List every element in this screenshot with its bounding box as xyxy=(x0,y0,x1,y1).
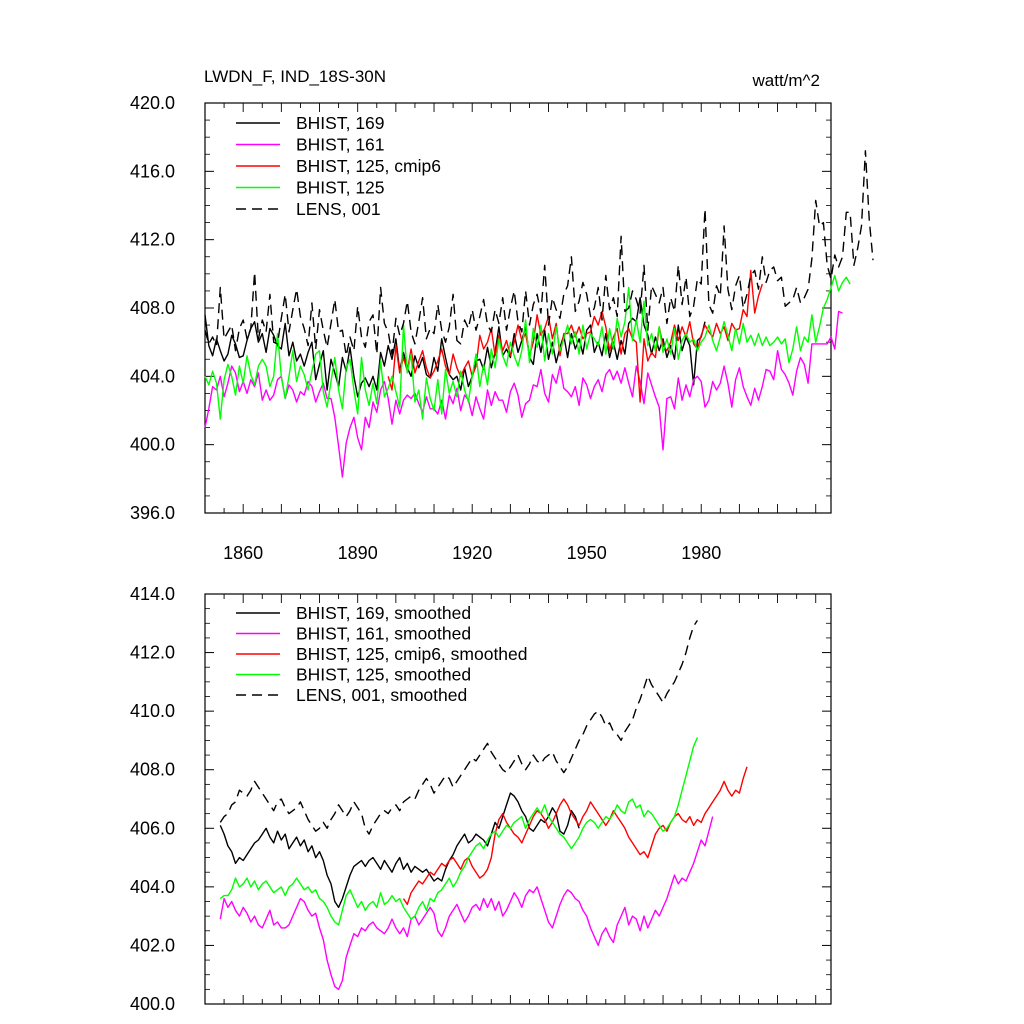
top-series-line-5 xyxy=(204,150,874,357)
top-legend-label: LENS, 001 xyxy=(296,199,381,219)
top-chart-panel: 396.0 400.0 404.0 408.0 412.0 416.0 420.0 1860 1… xyxy=(130,93,874,563)
bottom-series-line-2 xyxy=(219,816,714,991)
top-ytick-label: 400.0 xyxy=(130,435,175,455)
top-ytick-label: 416.0 xyxy=(130,161,175,181)
bottom-legend-label: BHIST, 169, smoothed xyxy=(296,603,471,623)
bottom-series-line-3 xyxy=(402,766,748,906)
top-series-line-2 xyxy=(204,310,843,478)
bottom-series-line-5 xyxy=(219,620,698,835)
bottom-legend-label: BHIST, 125, smoothed xyxy=(296,665,471,685)
top-chart-title: LWDN_F, IND_18S-30N xyxy=(204,67,386,86)
top-xtick-label: 1890 xyxy=(338,543,378,563)
bottom-series-line-4 xyxy=(219,737,699,926)
bottom-ytick-label: 410.0 xyxy=(130,701,175,721)
top-ytick-label: 404.0 xyxy=(130,366,175,386)
top-legend-label: BHIST, 161 xyxy=(296,135,385,155)
bottom-legend-label: BHIST, 125, cmip6, smoothed xyxy=(296,644,528,664)
bottom-chart-panel: 400.0 402.0 404.0 406.0 408.0 410.0 412.0 414.0… xyxy=(130,584,832,1014)
top-xtick-label: 1950 xyxy=(567,543,607,563)
top-legend-label: BHIST, 169 xyxy=(296,113,385,133)
top-ytick-label: 408.0 xyxy=(130,298,175,318)
top-xtick-label: 1980 xyxy=(681,543,721,563)
top-series-line-1 xyxy=(204,297,706,398)
top-ytick-label: 396.0 xyxy=(130,503,175,523)
top-xtick-label: 1920 xyxy=(452,543,492,563)
bottom-ytick-label: 414.0 xyxy=(130,584,175,604)
top-series-line-4 xyxy=(204,274,851,420)
bottom-ytick-label: 406.0 xyxy=(130,818,175,838)
bottom-ytick-label: 402.0 xyxy=(130,935,175,955)
bottom-ytick-label: 412.0 xyxy=(130,643,175,663)
bottom-series-line-1 xyxy=(219,792,580,909)
top-chart-units: watt/m^2 xyxy=(752,71,821,90)
bottom-ytick-label: 404.0 xyxy=(130,877,175,897)
bottom-ytick-label: 400.0 xyxy=(130,994,175,1014)
top-series-line-3 xyxy=(387,269,763,403)
bottom-ytick-label: 408.0 xyxy=(130,760,175,780)
top-ytick-label: 412.0 xyxy=(130,230,175,250)
top-ytick-label: 420.0 xyxy=(130,93,175,113)
bottom-legend-label: BHIST, 161, smoothed xyxy=(296,624,471,644)
bottom-legend-label: LENS, 001, smoothed xyxy=(296,685,467,705)
top-legend-label: BHIST, 125 xyxy=(296,178,385,198)
top-xtick-label: 1860 xyxy=(223,543,263,563)
top-legend-label: BHIST, 125, cmip6 xyxy=(296,156,441,176)
